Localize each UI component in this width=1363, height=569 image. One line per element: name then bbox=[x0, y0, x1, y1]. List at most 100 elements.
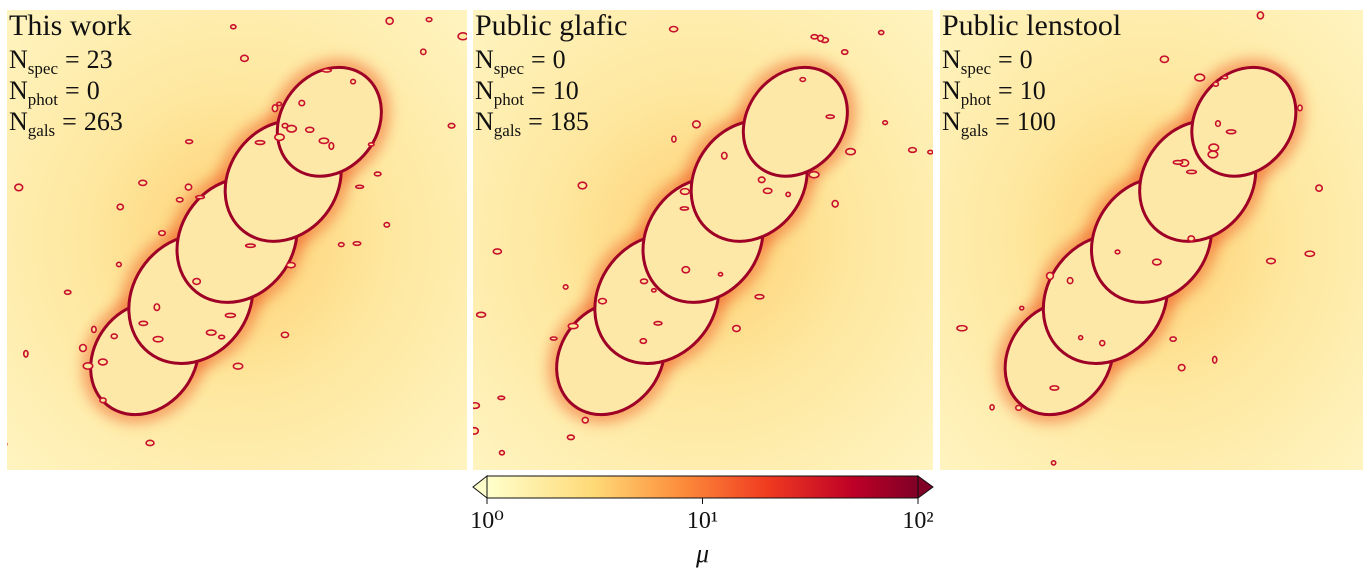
colorbar-tick-label: 10⁰ bbox=[470, 508, 504, 534]
value: 23 bbox=[87, 45, 113, 74]
galaxy-caustic bbox=[274, 133, 285, 142]
critical-curve bbox=[548, 59, 856, 423]
galaxy-caustic bbox=[354, 184, 365, 190]
galaxy-caustic bbox=[625, 559, 634, 562]
symbol: N bbox=[9, 76, 28, 105]
count-line: Nphot = 0 bbox=[9, 76, 100, 109]
galaxy-caustic bbox=[720, 151, 728, 160]
colorbar-body bbox=[486, 475, 919, 499]
galaxy-caustic bbox=[1169, 336, 1178, 342]
galaxy-caustic bbox=[473, 401, 481, 410]
galaxy-caustic bbox=[1177, 363, 1186, 372]
galaxy-caustic bbox=[1066, 276, 1074, 285]
galaxy-caustic bbox=[1151, 258, 1162, 266]
galaxy-caustic bbox=[497, 395, 506, 401]
galaxy-caustic bbox=[239, 54, 249, 63]
symbol: N bbox=[942, 107, 961, 136]
galaxy-caustic bbox=[271, 104, 279, 113]
galaxy-caustic bbox=[244, 243, 256, 249]
galaxy-caustic bbox=[298, 99, 306, 107]
galaxy-caustic bbox=[318, 137, 330, 145]
map-panel bbox=[473, 10, 933, 562]
galaxy-caustic bbox=[224, 312, 237, 319]
relation: = bbox=[65, 45, 80, 74]
galaxy-caustic bbox=[473, 426, 480, 435]
panel-title: Public lenstool bbox=[942, 9, 1121, 42]
galaxy-caustic bbox=[116, 203, 125, 211]
galaxy-caustic bbox=[1304, 250, 1316, 258]
colorbar-extend-low bbox=[472, 474, 488, 500]
map-panel bbox=[940, 10, 1363, 470]
galaxy-caustic bbox=[1207, 150, 1219, 159]
subscript: gals bbox=[494, 121, 521, 140]
galaxy-caustic bbox=[956, 324, 968, 332]
galaxy-caustic bbox=[577, 181, 588, 190]
galaxy-caustic bbox=[1114, 249, 1121, 255]
relation: = bbox=[528, 107, 543, 136]
galaxy-caustic bbox=[1185, 169, 1198, 175]
galaxy-caustic bbox=[22, 349, 29, 358]
galaxy-caustic bbox=[153, 303, 161, 312]
galaxy-caustic bbox=[1045, 271, 1055, 281]
galaxy-caustic bbox=[1208, 143, 1220, 152]
galaxy-caustic bbox=[877, 29, 885, 36]
galaxy-caustic bbox=[281, 122, 289, 129]
galaxy-caustic bbox=[304, 126, 315, 134]
relation: = bbox=[531, 45, 546, 74]
galaxy-caustic bbox=[679, 206, 690, 211]
galaxy-caustic bbox=[97, 358, 108, 366]
subscript: spec bbox=[28, 59, 59, 78]
galaxy-caustic bbox=[14, 183, 24, 192]
galaxy-caustic bbox=[757, 176, 766, 184]
galaxy-caustic bbox=[1077, 334, 1084, 341]
galaxy-caustic bbox=[1050, 460, 1057, 466]
relation: = bbox=[995, 107, 1010, 136]
galaxy-caustic bbox=[808, 170, 820, 179]
panel-title: This work bbox=[9, 9, 132, 42]
galaxy-caustic bbox=[653, 320, 663, 326]
galaxy-caustic bbox=[337, 241, 345, 248]
galaxy-caustic bbox=[115, 261, 123, 268]
symbol: N bbox=[9, 107, 28, 136]
galaxy-caustic bbox=[78, 343, 88, 353]
galaxy-caustic bbox=[569, 519, 578, 523]
galaxy-caustic bbox=[639, 278, 649, 285]
galaxy-caustic bbox=[1296, 104, 1303, 112]
subscript: phot bbox=[28, 90, 59, 109]
count-line: Ngals = 100 bbox=[942, 107, 1056, 140]
galaxy-caustic bbox=[152, 335, 164, 343]
galaxy-caustic bbox=[650, 287, 657, 293]
galaxy-caustic bbox=[927, 149, 933, 155]
galaxy-caustic bbox=[184, 183, 193, 191]
galaxy-caustic bbox=[762, 187, 773, 195]
symbol: N bbox=[942, 76, 961, 105]
galaxy-caustic bbox=[7, 442, 8, 446]
critical-curve bbox=[82, 59, 390, 423]
galaxy-caustic bbox=[349, 78, 357, 85]
galaxy-caustic bbox=[639, 337, 648, 345]
galaxy-caustic bbox=[907, 146, 918, 154]
galaxy-caustic bbox=[845, 147, 857, 156]
galaxy-caustic bbox=[1049, 385, 1060, 391]
galaxy-caustic bbox=[1221, 74, 1229, 80]
galaxy-caustic bbox=[810, 33, 819, 40]
galaxy-caustic bbox=[671, 135, 677, 143]
galaxy-caustic bbox=[98, 538, 103, 542]
galaxy-caustic bbox=[717, 271, 724, 277]
galaxy-caustic bbox=[1018, 305, 1025, 311]
galaxy-caustic bbox=[1225, 129, 1237, 135]
galaxy-caustic bbox=[567, 322, 579, 330]
relation: = bbox=[531, 76, 546, 105]
galaxy-caustic bbox=[1187, 235, 1196, 242]
value: 10 bbox=[553, 76, 579, 105]
galaxy-caustic bbox=[475, 311, 487, 318]
galaxy-caustic bbox=[63, 289, 72, 296]
galaxy-caustic bbox=[492, 248, 503, 255]
map-panel bbox=[7, 10, 467, 542]
subscript: spec bbox=[494, 59, 525, 78]
galaxy-caustic bbox=[82, 362, 94, 370]
galaxy-caustic bbox=[549, 336, 558, 341]
galaxy-caustic bbox=[799, 76, 807, 83]
